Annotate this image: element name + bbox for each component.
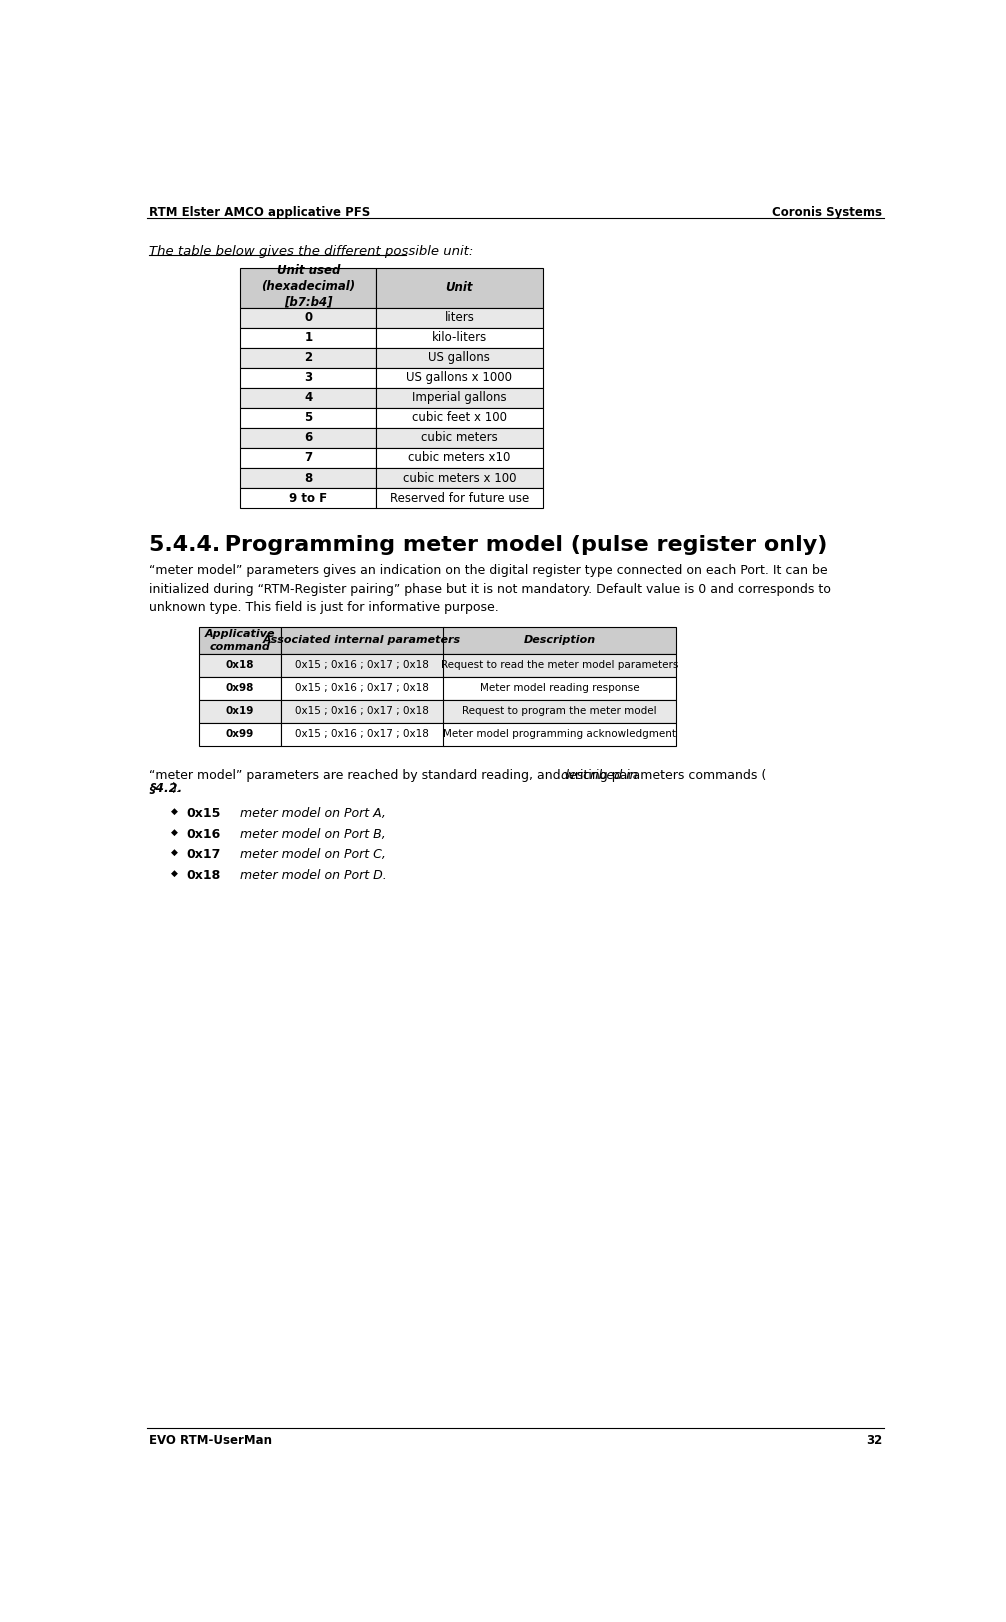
- Text: ◆: ◆: [171, 869, 178, 878]
- Bar: [240, 407, 376, 428]
- Text: 0: 0: [304, 311, 312, 324]
- Text: 0x18: 0x18: [225, 660, 255, 670]
- Bar: [376, 488, 542, 508]
- Text: Unit used
(hexadecimal)
[b7:b4]: Unit used (hexadecimal) [b7:b4]: [262, 264, 355, 308]
- Text: cubic meters: cubic meters: [422, 431, 498, 444]
- Bar: [240, 347, 376, 368]
- Text: Request to read the meter model parameters: Request to read the meter model paramete…: [441, 660, 678, 670]
- Bar: [240, 368, 376, 388]
- Bar: [240, 488, 376, 508]
- Text: ◆: ◆: [171, 806, 178, 816]
- Bar: [281, 723, 444, 746]
- Text: 0x16: 0x16: [186, 827, 220, 840]
- Text: 0x15 ; 0x16 ; 0x17 ; 0x18: 0x15 ; 0x16 ; 0x17 ; 0x18: [295, 706, 430, 717]
- Text: RTM Elster AMCO applicative PFS: RTM Elster AMCO applicative PFS: [149, 206, 370, 219]
- Bar: [240, 308, 376, 328]
- Bar: [240, 448, 376, 469]
- Text: meter model on Port B,: meter model on Port B,: [240, 827, 386, 840]
- Text: 7: 7: [304, 451, 312, 464]
- Bar: [240, 428, 376, 448]
- Text: 6: 6: [304, 431, 313, 444]
- Text: 8: 8: [304, 472, 313, 485]
- Text: 9 to F: 9 to F: [289, 491, 327, 504]
- Bar: [281, 699, 444, 723]
- Text: US gallons x 1000: US gallons x 1000: [406, 371, 512, 384]
- Bar: [444, 723, 676, 746]
- Text: 0x99: 0x99: [226, 730, 255, 740]
- Text: 0x17: 0x17: [186, 848, 220, 861]
- Text: Imperial gallons: Imperial gallons: [412, 391, 507, 404]
- Text: 0x15: 0x15: [186, 806, 220, 819]
- Text: ).: ).: [172, 782, 181, 795]
- Text: described in: described in: [560, 769, 637, 782]
- Text: Request to program the meter model: Request to program the meter model: [463, 706, 657, 717]
- Text: EVO RTM-UserMan: EVO RTM-UserMan: [149, 1434, 272, 1447]
- Bar: [281, 676, 444, 699]
- Bar: [444, 699, 676, 723]
- Text: 4: 4: [304, 391, 313, 404]
- Text: “meter model” parameters gives an indication on the digital register type connec: “meter model” parameters gives an indica…: [149, 564, 831, 615]
- Bar: [240, 388, 376, 407]
- Bar: [240, 469, 376, 488]
- Text: Meter model reading response: Meter model reading response: [480, 683, 640, 693]
- Bar: [376, 448, 542, 469]
- Text: 0x18: 0x18: [186, 869, 220, 882]
- Text: Associated internal parameters: Associated internal parameters: [263, 636, 461, 646]
- Bar: [199, 628, 281, 654]
- Text: “meter model” parameters are reached by standard reading, and writing parameters: “meter model” parameters are reached by …: [149, 769, 767, 782]
- Text: Coronis Systems: Coronis Systems: [773, 206, 882, 219]
- Text: cubic feet x 100: cubic feet x 100: [411, 412, 507, 425]
- Bar: [444, 654, 676, 676]
- Text: 5.4.4. Programming meter model (pulse register only): 5.4.4. Programming meter model (pulse re…: [149, 535, 827, 555]
- Text: 0x19: 0x19: [226, 706, 255, 717]
- Text: 1: 1: [304, 331, 312, 344]
- Text: meter model on Port C,: meter model on Port C,: [240, 848, 386, 861]
- Text: 32: 32: [866, 1434, 882, 1447]
- Text: meter model on Port D.: meter model on Port D.: [240, 869, 387, 882]
- Bar: [199, 676, 281, 699]
- Text: Meter model programming acknowledgment: Meter model programming acknowledgment: [444, 730, 676, 740]
- Text: ◆: ◆: [171, 827, 178, 837]
- Bar: [376, 469, 542, 488]
- Text: 2: 2: [304, 352, 312, 365]
- Bar: [376, 308, 542, 328]
- Text: Reserved for future use: Reserved for future use: [389, 491, 529, 504]
- Text: 0x15 ; 0x16 ; 0x17 ; 0x18: 0x15 ; 0x16 ; 0x17 ; 0x18: [295, 660, 430, 670]
- Bar: [444, 628, 676, 654]
- Text: Unit: Unit: [446, 281, 473, 294]
- Text: 0x98: 0x98: [226, 683, 255, 693]
- Bar: [240, 268, 376, 308]
- Bar: [199, 723, 281, 746]
- Bar: [376, 268, 542, 308]
- Bar: [376, 347, 542, 368]
- Text: kilo-liters: kilo-liters: [432, 331, 487, 344]
- Text: 0x15 ; 0x16 ; 0x17 ; 0x18: 0x15 ; 0x16 ; 0x17 ; 0x18: [295, 683, 430, 693]
- Text: §4.2.: §4.2.: [149, 782, 182, 795]
- Bar: [240, 328, 376, 347]
- Bar: [444, 676, 676, 699]
- Text: The table below gives the different possible unit:: The table below gives the different poss…: [149, 245, 474, 258]
- Text: cubic meters x 100: cubic meters x 100: [402, 472, 516, 485]
- Text: Applicative
command: Applicative command: [205, 629, 276, 652]
- Bar: [281, 628, 444, 654]
- Bar: [376, 407, 542, 428]
- Bar: [376, 428, 542, 448]
- Bar: [376, 328, 542, 347]
- Text: liters: liters: [445, 311, 474, 324]
- Bar: [199, 654, 281, 676]
- Text: cubic meters x10: cubic meters x10: [408, 451, 511, 464]
- Bar: [376, 388, 542, 407]
- Text: 5: 5: [304, 412, 313, 425]
- Text: meter model on Port A,: meter model on Port A,: [240, 806, 386, 819]
- Text: Description: Description: [524, 636, 596, 646]
- Text: 0x15 ; 0x16 ; 0x17 ; 0x18: 0x15 ; 0x16 ; 0x17 ; 0x18: [295, 730, 430, 740]
- Bar: [376, 368, 542, 388]
- Text: 3: 3: [304, 371, 312, 384]
- Bar: [199, 699, 281, 723]
- Text: US gallons: US gallons: [429, 352, 490, 365]
- Bar: [281, 654, 444, 676]
- Text: ◆: ◆: [171, 848, 178, 858]
